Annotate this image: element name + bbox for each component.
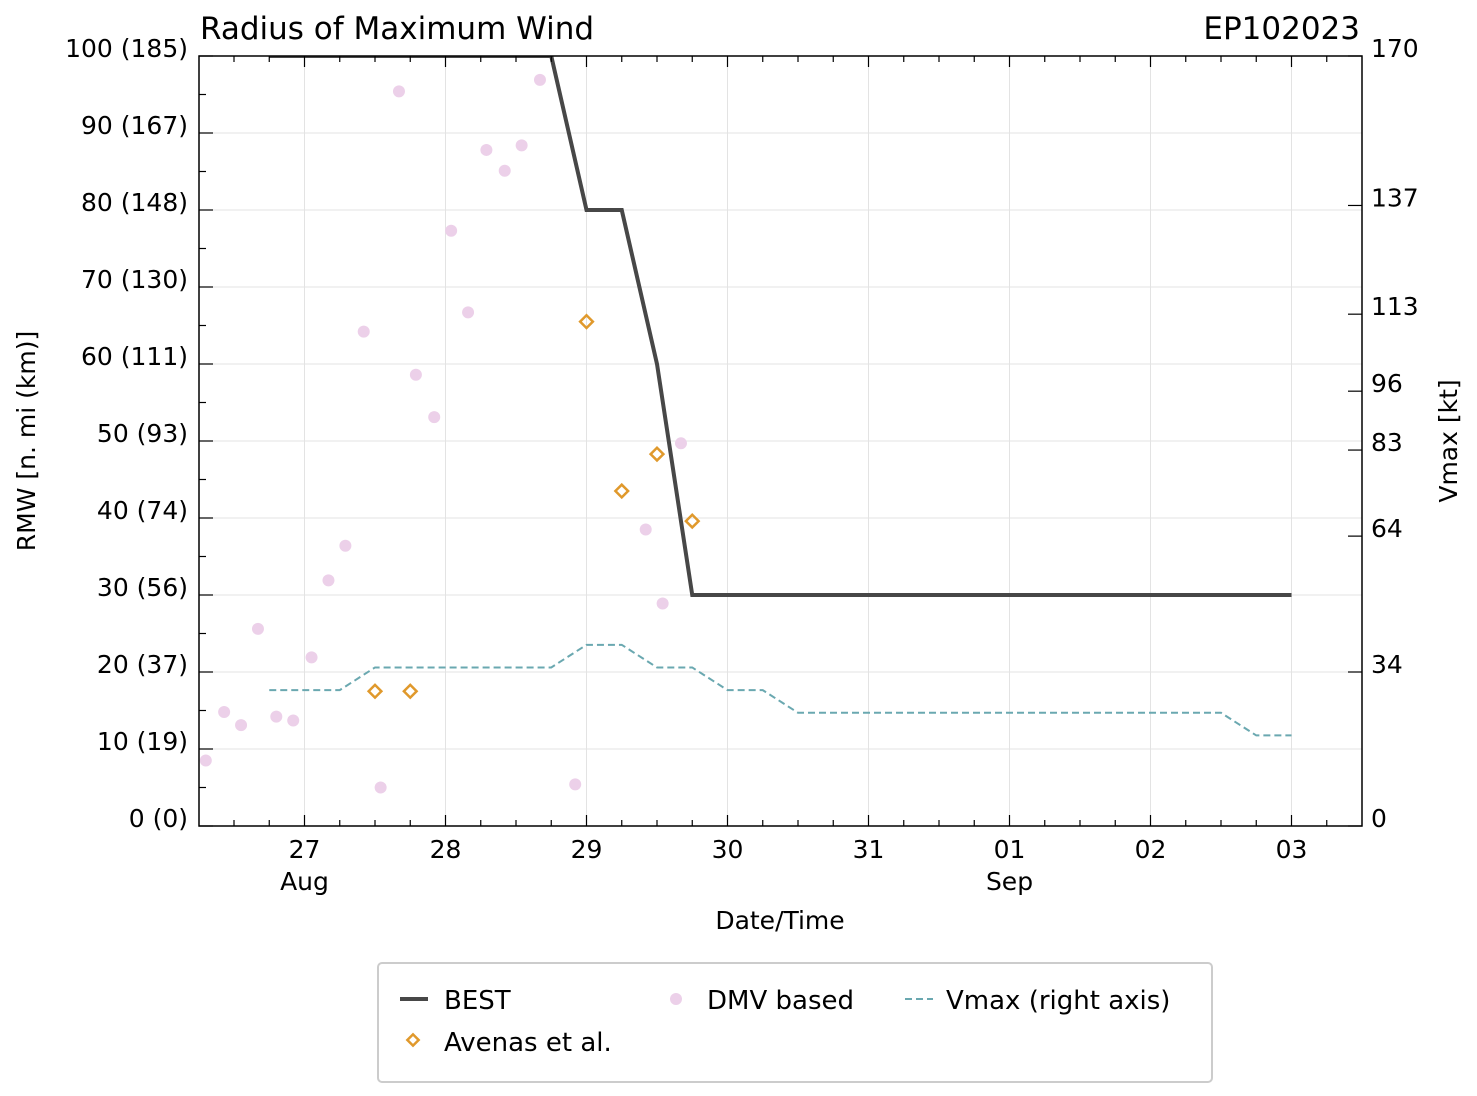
vmax-line: [269, 643, 1292, 737]
x-tick-label: 27: [289, 835, 321, 864]
y-tick-label: 90 (167): [81, 111, 188, 140]
chart-title: Radius of Maximum Wind: [200, 11, 594, 47]
dmv-point: [305, 651, 318, 664]
x-tick-label: 03: [1276, 835, 1308, 864]
best-line: [269, 56, 1292, 597]
y-tick-label: 100 (185): [65, 34, 188, 63]
dmv-point: [533, 73, 546, 86]
legend-avenas-swatch: [405, 1032, 421, 1048]
y2-tick-label: 113: [1371, 292, 1419, 321]
legend-best-label: BEST: [444, 986, 511, 1016]
x-tick-label: 29: [571, 835, 603, 864]
dmv-point: [287, 714, 300, 727]
dmv-point: [270, 710, 283, 723]
y-tick-label: 50 (93): [97, 419, 188, 448]
x-tick-label: 31: [853, 835, 885, 864]
dmv-point: [428, 411, 441, 424]
dmv-point: [357, 325, 370, 338]
dmv-point: [515, 139, 528, 152]
y2-tick-label: 96: [1371, 369, 1403, 398]
dmv-point: [235, 719, 248, 732]
y2-tick-label: 34: [1371, 650, 1403, 679]
y2-tick-label: 0: [1371, 804, 1387, 833]
dmv-point: [480, 143, 493, 156]
y2-tick-label: 64: [1371, 514, 1403, 543]
storm-id: EP102023: [1203, 11, 1360, 47]
dmv-point: [322, 574, 335, 587]
y-tick-label: 80 (148): [81, 188, 188, 217]
dmv-point: [674, 437, 687, 450]
legend-avenas-label: Avenas et al.: [444, 1028, 612, 1058]
legend-dmv-swatch: [670, 993, 682, 1005]
avenas-point: [402, 683, 419, 700]
legend-box: [377, 962, 1213, 1083]
avenas-point: [366, 683, 384, 700]
y-tick-label: 40 (74): [97, 496, 188, 525]
x-tick-label: 30: [712, 835, 744, 864]
dmv-point: [339, 539, 352, 552]
dmv-point: [218, 706, 231, 719]
grid-lines: [199, 55, 1362, 827]
dmv-point: [445, 224, 458, 237]
legend: BEST Avenas et al. DMV based Vmax (right…: [377, 962, 1213, 1083]
x-tick-label: 01: [994, 835, 1026, 864]
dmv-point: [462, 306, 475, 319]
dmv-point: [498, 164, 511, 177]
dmv-point: [374, 781, 387, 794]
x-month-label: Aug: [280, 867, 329, 896]
x-tick-label: 28: [430, 835, 462, 864]
y2-tick-label: 170: [1371, 34, 1419, 63]
y2-axis-label: Vmax [kt]: [1434, 379, 1463, 502]
x-month-label: Sep: [986, 867, 1033, 896]
legend-vmax-label: Vmax (right axis): [946, 986, 1170, 1016]
axis-ticks: 27 28 29 30 31 01 02 03 Aug Sep 0 (0) 10 (19) 20 (37…: [65, 34, 1419, 896]
avenas-point: [578, 313, 595, 330]
avenas-point: [613, 482, 630, 500]
x-tick-label: 02: [1135, 835, 1167, 864]
avenas-point: [648, 445, 666, 463]
dmv-point: [409, 368, 422, 381]
y-tick-label: 70 (130): [81, 265, 188, 294]
x-axis-label: Date/Time: [715, 906, 844, 935]
y-tick-label: 60 (111): [81, 342, 188, 371]
y2-tick-label: 83: [1371, 428, 1403, 457]
dmv-point: [569, 778, 582, 791]
avenas-point: [684, 512, 701, 530]
y-tick-label: 30 (56): [97, 573, 188, 602]
dmv-point: [392, 85, 405, 98]
y-tick-label: 20 (37): [97, 650, 188, 679]
y-axis-label: RMW [n. mi (km)]: [12, 331, 41, 551]
dmv-point: [199, 754, 212, 767]
series-layer: [199, 56, 1292, 794]
dmv-point: [251, 622, 264, 635]
legend-dmv-label: DMV based: [707, 986, 854, 1016]
dmv-point: [639, 523, 652, 536]
y-tick-label: 0 (0): [129, 804, 188, 833]
y2-tick-label: 137: [1371, 183, 1419, 212]
y-tick-label: 10 (19): [97, 727, 188, 756]
dmv-point: [656, 597, 669, 610]
